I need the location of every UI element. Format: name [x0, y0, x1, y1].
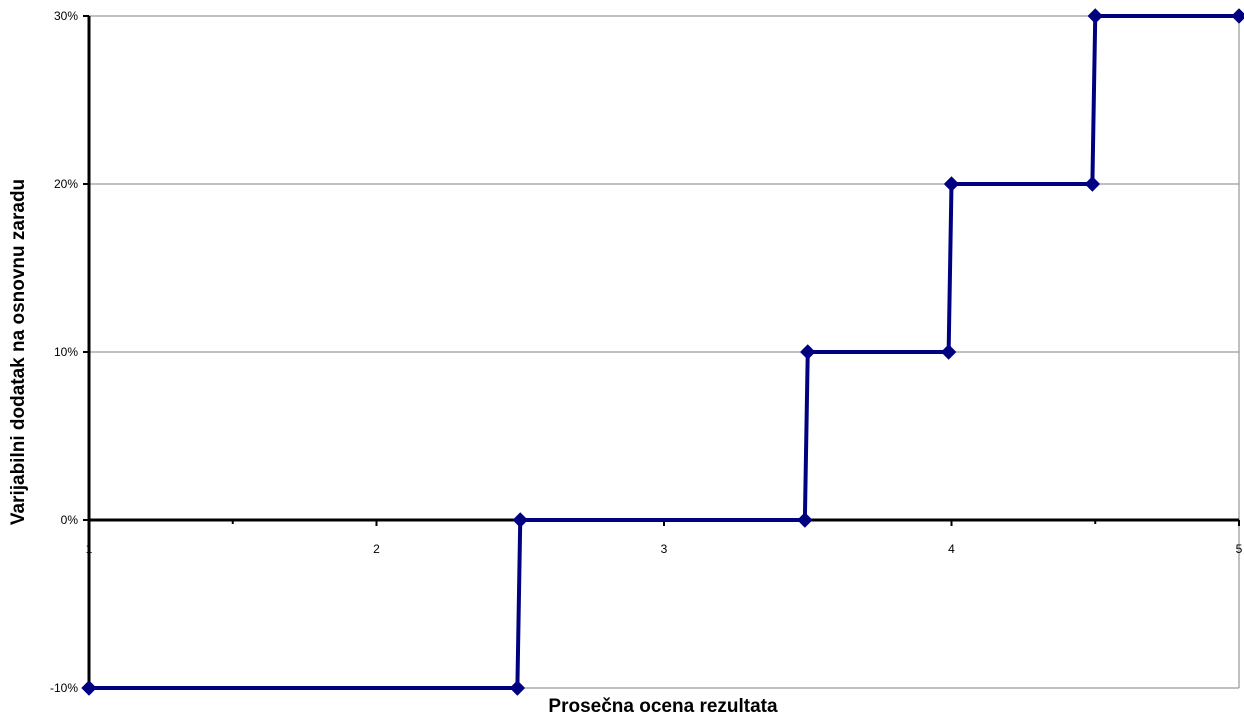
y-tick-label: -10%	[50, 681, 78, 695]
y-tick-label: 20%	[54, 177, 78, 191]
gridlines	[89, 15, 1240, 689]
data-point-marker	[940, 344, 957, 360]
data-point-marker	[943, 176, 960, 192]
data-point-marker	[1087, 8, 1103, 24]
y-tick-label: 10%	[54, 345, 78, 359]
data-point-marker	[81, 680, 97, 696]
data-point-marker	[797, 512, 813, 528]
x-tick-label: 3	[661, 542, 668, 556]
x-tick-label: 5	[1236, 542, 1243, 556]
series-line	[89, 14, 1239, 690]
data-point-marker	[1231, 8, 1244, 24]
data-point-marker	[800, 344, 816, 360]
x-tick-label: 4	[948, 542, 955, 556]
x-tick-label: 2	[373, 542, 380, 556]
y-tick-label: 30%	[54, 9, 78, 23]
data-point-marker	[1084, 176, 1101, 192]
x-axis-title: Prosečna ocena rezultata	[548, 696, 778, 717]
data-point-marker	[512, 512, 528, 528]
x-tick-label: 1	[86, 542, 93, 556]
y-tick-label: 0%	[61, 513, 79, 527]
data-point-marker	[509, 680, 526, 696]
y-axis-title: Varijabilni dodatak na osnovnu zaradu	[8, 179, 29, 525]
data-series	[81, 8, 1244, 696]
tick-labels: -10% 0% 10% 20% 30% 1 2 3 4 5	[50, 9, 1243, 695]
